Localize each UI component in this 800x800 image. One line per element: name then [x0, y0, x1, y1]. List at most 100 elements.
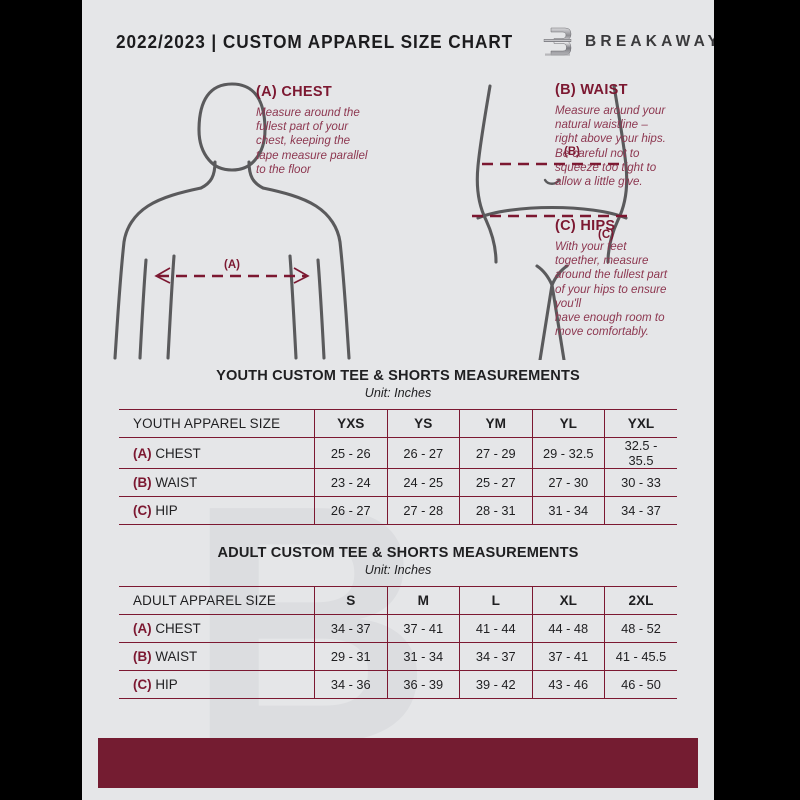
adult-hip-s: 34 - 36	[314, 670, 388, 699]
note-chest: (A) CHEST Measure around the fullest par…	[256, 84, 406, 177]
adult-hip-m: 36 - 39	[387, 670, 460, 699]
row-label-waist: WAIST	[155, 649, 198, 664]
adult-size-table: ADULT APPAREL SIZE S M L XL 2XL (A) CHES…	[119, 586, 677, 699]
adult-measurements-section: ADULT CUSTOM TEE & SHORTS MEASUREMENTS U…	[82, 545, 714, 699]
adult-size-s: S	[314, 586, 388, 615]
note-hips-body: With your feet together, measure around …	[555, 240, 668, 339]
size-chart-page: B 2022/2023 | CUSTOM APPAREL SIZE CHART	[82, 0, 714, 800]
adult-section-title: ADULT CUSTOM TEE & SHORTS MEASUREMENTS	[217, 545, 579, 561]
row-label-waist: WAIST	[155, 475, 198, 490]
youth-chest-yxs: 25 - 26	[314, 437, 388, 469]
youth-hip-yl: 31 - 34	[532, 496, 605, 525]
row-tag-c: (C)	[133, 503, 152, 518]
row-label-chest: CHEST	[155, 445, 201, 461]
row-tag-c: (C)	[133, 677, 152, 692]
youth-waist-yxl: 30 - 33	[604, 468, 677, 497]
row-tag-b: (B)	[133, 649, 152, 664]
youth-chest-ym: 27 - 29	[459, 437, 533, 469]
adult-size-xl: XL	[532, 586, 605, 615]
adult-hip-l: 39 - 42	[459, 670, 533, 699]
chest-marker-label: (A)	[224, 259, 240, 271]
youth-size-ys: YS	[387, 409, 460, 438]
youth-hip-ym: 28 - 31	[459, 496, 533, 525]
row-tag-b: (B)	[133, 475, 152, 490]
measurement-diagrams: (A) (B)	[82, 70, 714, 360]
youth-chest-yl: 29 - 32.5	[532, 437, 605, 469]
note-chest-title: (A) CHEST	[256, 84, 332, 100]
youth-size-yxl: YXL	[604, 409, 677, 438]
adult-row-hip-label: (C) HIP	[119, 670, 315, 699]
page-title: 2022/2023 | CUSTOM APPAREL SIZE CHART	[116, 31, 514, 52]
adult-waist-2xl: 41 - 45.5	[604, 642, 677, 671]
breakaway-b-logo-icon	[543, 27, 572, 56]
table-header-row: ADULT APPAREL SIZE S M L XL 2XL	[119, 586, 677, 615]
table-row: (A) CHEST 25 - 26 26 - 27 27 - 29 29 - 3…	[119, 437, 677, 469]
youth-measurements-section: YOUTH CUSTOM TEE & SHORTS MEASUREMENTS U…	[82, 368, 714, 525]
brand-name: BREAKAWAY	[585, 33, 714, 50]
hips-marker-label: (C)	[598, 229, 614, 241]
brand-lockup: BREAKAWAY	[543, 25, 714, 59]
youth-chest-ys: 26 - 27	[387, 437, 460, 469]
adult-waist-m: 31 - 34	[387, 642, 460, 671]
page-header: 2022/2023 | CUSTOM APPAREL SIZE CHART BR…	[82, 20, 714, 64]
note-hips: (C) HIPS With your feet together, measur…	[555, 218, 700, 339]
adult-size-2xl: 2XL	[604, 586, 677, 615]
hips-figure	[475, 84, 629, 360]
row-tag-a: (A)	[133, 445, 152, 461]
torso-figure	[113, 82, 351, 360]
table-row: (C) HIP 34 - 36 36 - 39 39 - 42 43 - 46 …	[119, 670, 677, 699]
youth-hip-yxl: 34 - 37	[604, 496, 677, 525]
youth-waist-yl: 27 - 30	[532, 468, 605, 497]
row-label-hip: HIP	[155, 677, 178, 692]
table-row: (B) WAIST 29 - 31 31 - 34 34 - 37 37 - 4…	[119, 642, 677, 671]
adult-size-l: L	[459, 586, 533, 615]
adult-hip-xl: 43 - 46	[532, 670, 605, 699]
adult-section-unit: Unit: Inches	[364, 563, 432, 577]
youth-size-table: YOUTH APPAREL SIZE YXS YS YM YL YXL (A) …	[119, 409, 677, 525]
note-waist: (B) WAIST Measure around your natural wa…	[555, 82, 697, 189]
adult-chest-xl: 44 - 48	[532, 614, 605, 643]
adult-waist-s: 29 - 31	[314, 642, 388, 671]
youth-hip-yxs: 26 - 27	[314, 496, 388, 525]
adult-waist-xl: 37 - 41	[532, 642, 605, 671]
table-row: (A) CHEST 34 - 37 37 - 41 41 - 44 44 - 4…	[119, 614, 677, 643]
youth-waist-yxs: 23 - 24	[314, 468, 388, 497]
youth-hip-ys: 27 - 28	[387, 496, 460, 525]
youth-waist-ym: 25 - 27	[459, 468, 533, 497]
adult-chest-l: 41 - 44	[459, 614, 533, 643]
waist-marker-label: (B)	[564, 146, 580, 158]
table-row: (C) HIP 26 - 27 27 - 28 28 - 31 31 - 34 …	[119, 496, 677, 525]
youth-header-label: YOUTH APPAREL SIZE	[119, 409, 315, 438]
adult-header-label: ADULT APPAREL SIZE	[119, 586, 315, 615]
row-label-chest: CHEST	[155, 621, 201, 636]
adult-waist-l: 34 - 37	[459, 642, 533, 671]
note-waist-body: Measure around your natural waistline – …	[555, 104, 666, 189]
chest-measure-line	[154, 267, 310, 284]
bottom-banner	[98, 738, 698, 788]
youth-size-yl: YL	[532, 409, 605, 438]
youth-size-ym: YM	[459, 409, 533, 438]
adult-hip-2xl: 46 - 50	[604, 670, 677, 699]
adult-chest-s: 34 - 37	[314, 614, 388, 643]
adult-row-chest-label: (A) CHEST	[119, 614, 315, 643]
note-hips-title: (C) HIPS	[555, 218, 616, 234]
youth-section-title: YOUTH CUSTOM TEE & SHORTS MEASUREMENTS	[216, 368, 580, 384]
table-header-row: YOUTH APPAREL SIZE YXS YS YM YL YXL	[119, 409, 677, 438]
youth-section-unit: Unit: Inches	[364, 386, 432, 400]
note-chest-body: Measure around the fullest part of your …	[256, 106, 368, 176]
adult-size-m: M	[387, 586, 460, 615]
note-waist-title: (B) WAIST	[555, 82, 628, 98]
youth-waist-ys: 24 - 25	[387, 468, 460, 497]
row-label-hip: HIP	[155, 503, 178, 518]
youth-row-hip-label: (C) HIP	[119, 496, 315, 525]
adult-row-waist-label: (B) WAIST	[119, 642, 315, 671]
youth-chest-yxl: 32.5 - 35.5	[604, 437, 677, 469]
row-tag-a: (A)	[133, 621, 152, 636]
youth-size-yxs: YXS	[314, 409, 388, 438]
adult-chest-m: 37 - 41	[387, 614, 460, 643]
youth-row-chest-label: (A) CHEST	[119, 437, 315, 469]
table-row: (B) WAIST 23 - 24 24 - 25 25 - 27 27 - 3…	[119, 468, 677, 497]
adult-chest-2xl: 48 - 52	[604, 614, 677, 643]
youth-row-waist-label: (B) WAIST	[119, 468, 315, 497]
body-figures-illustration: (A) (B)	[113, 82, 631, 360]
